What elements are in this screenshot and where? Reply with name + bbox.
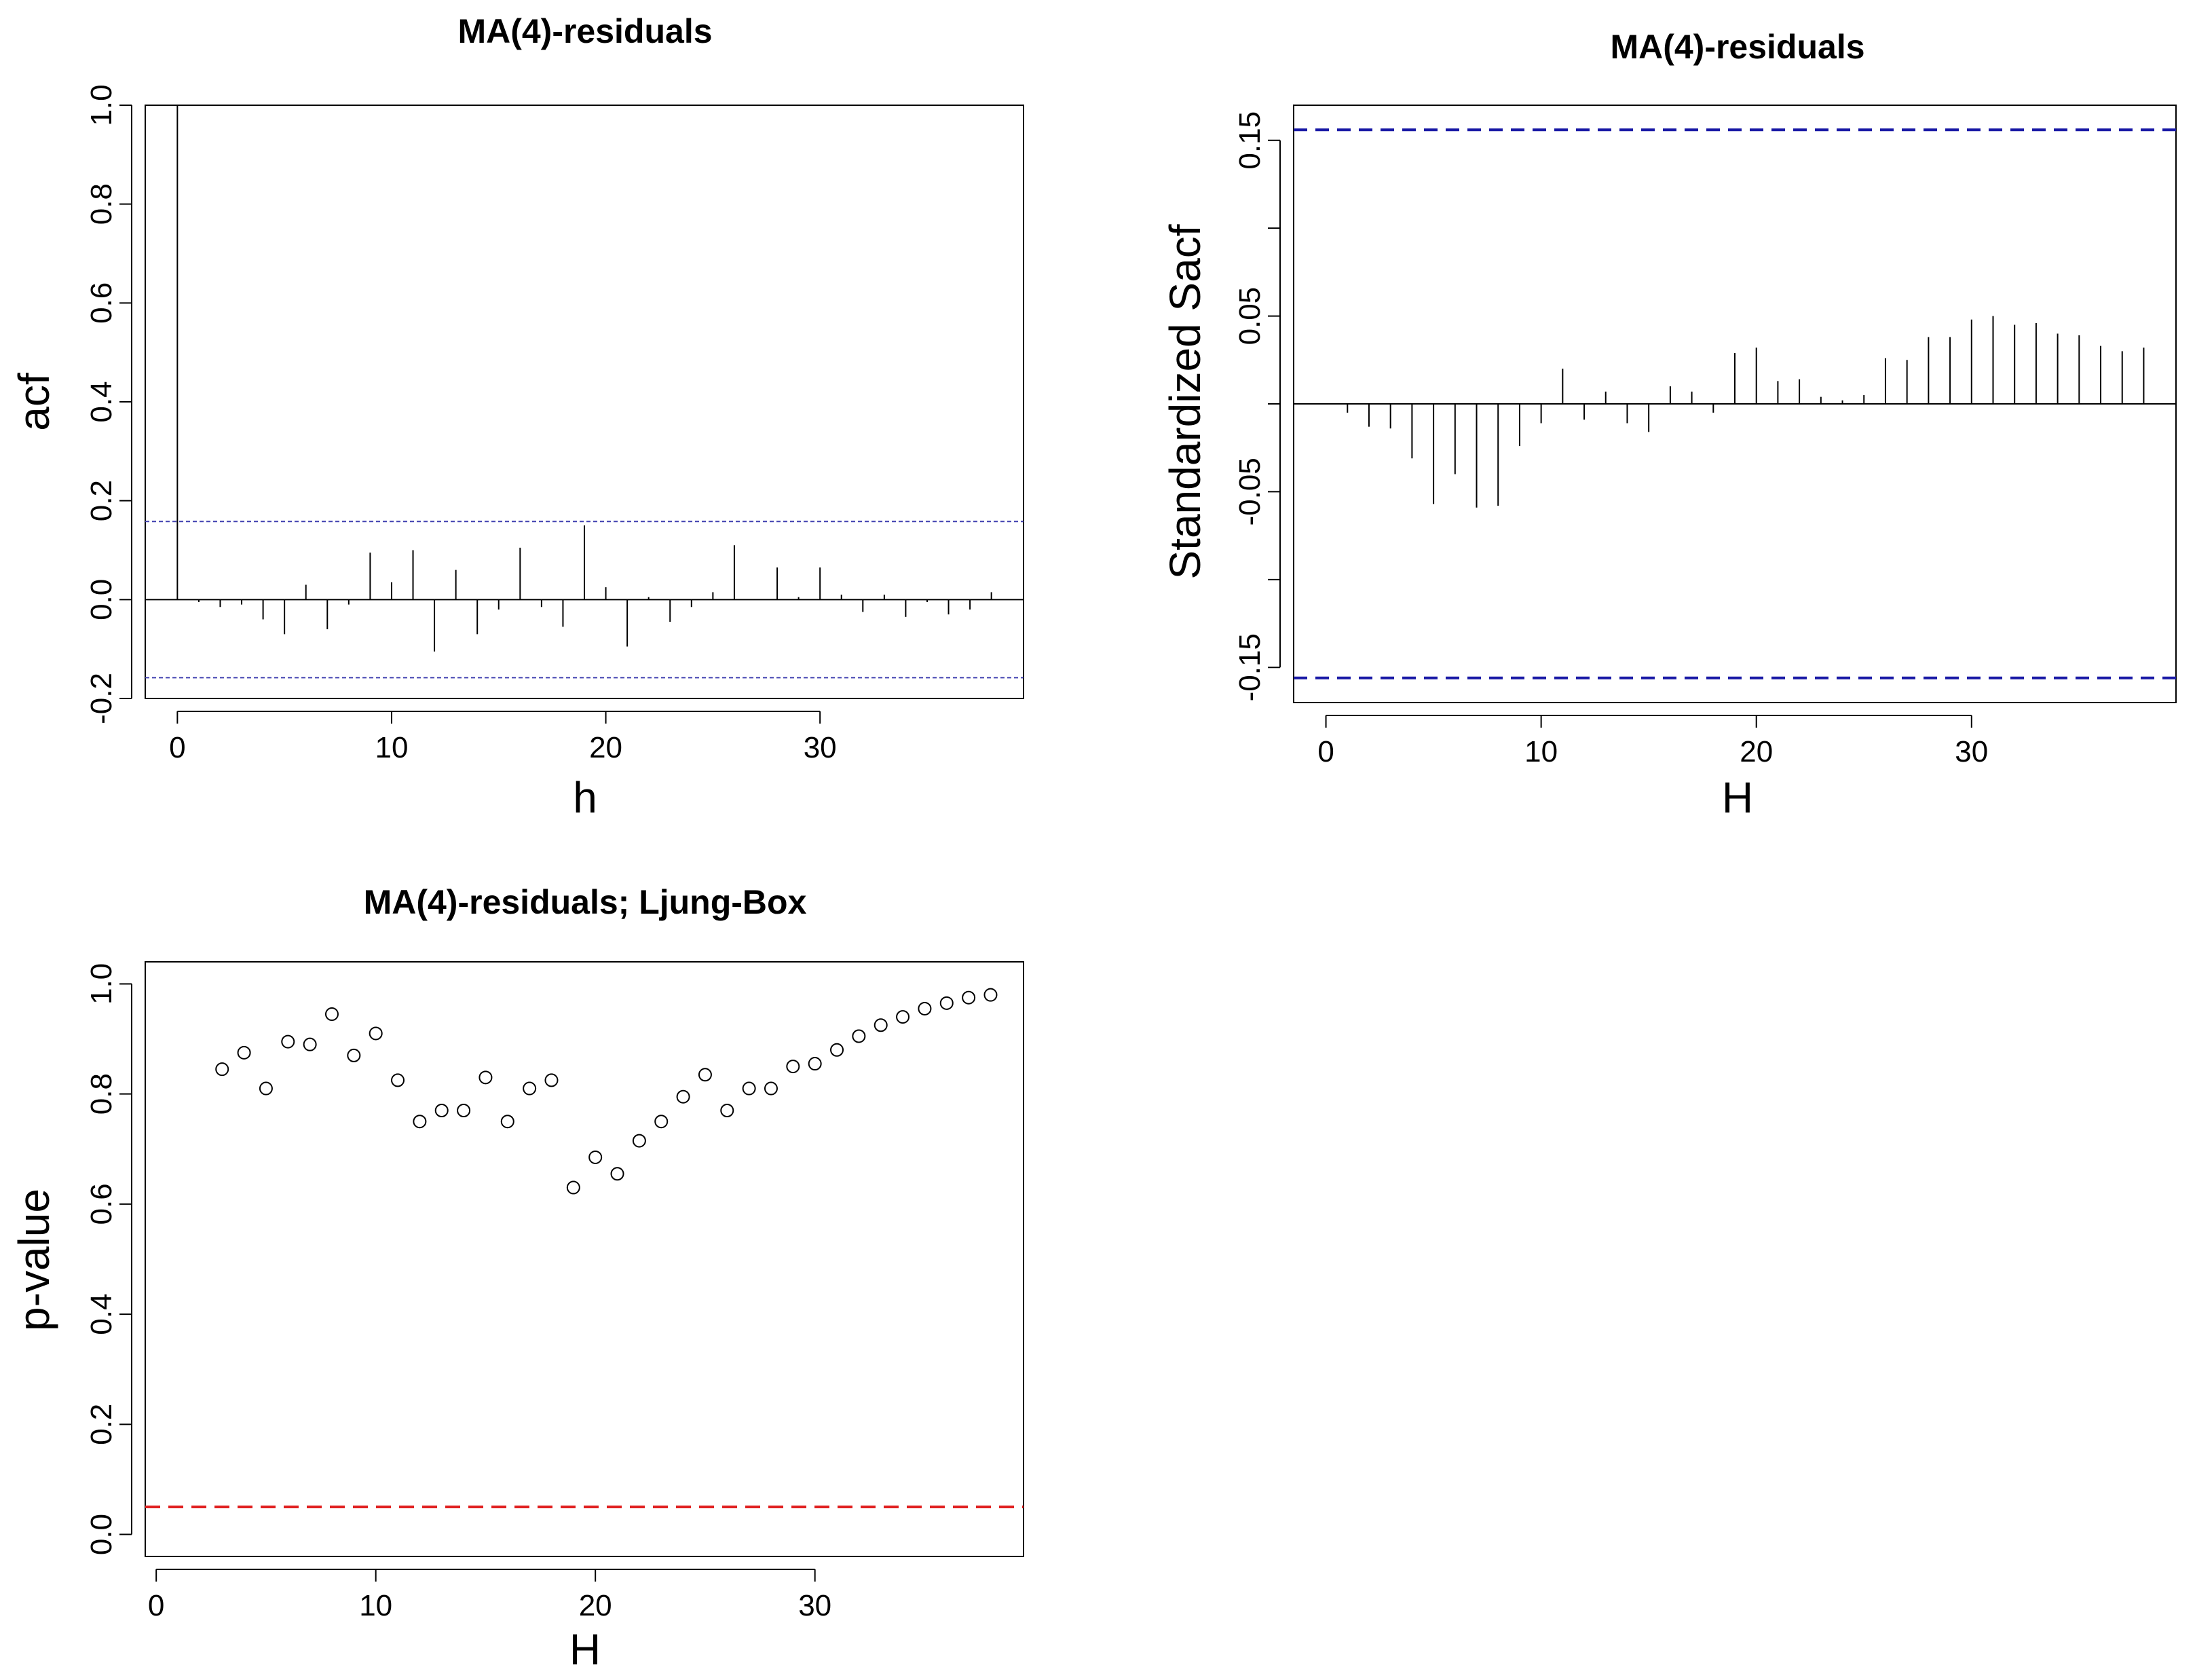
sacf-y-tick-label: -0.05 <box>1233 458 1267 525</box>
ljung-box-point <box>786 1060 800 1074</box>
acf-y-axis-label: acf <box>10 373 58 431</box>
acf-y-tick-label: 0.4 <box>85 381 118 422</box>
ljung-box-point <box>457 1104 471 1117</box>
sacf-x-axis-label: H <box>1722 773 1753 822</box>
ljung-box-point <box>764 1081 778 1096</box>
ljung-box-y-tick-label: 0.6 <box>85 1183 118 1225</box>
acf-y-tick-label: 1.0 <box>85 84 118 126</box>
ljung-box-point <box>808 1057 822 1071</box>
ljung-box-point <box>830 1043 844 1057</box>
ljung-box-point <box>983 988 998 1002</box>
ljung-box-point <box>500 1115 514 1129</box>
acf-y-tick-label: 0.2 <box>85 480 118 521</box>
ljung-box-point <box>874 1018 888 1032</box>
acf-x-tick-label: 0 <box>169 731 185 764</box>
acf-x-tick-label: 20 <box>589 731 622 764</box>
ljung-box-x-tick-label: 0 <box>148 1589 164 1622</box>
ljung-box-point <box>281 1034 295 1049</box>
sacf-y-axis-label: Standardized Sacf <box>1161 224 1209 579</box>
ljung-box-point <box>698 1068 712 1082</box>
ljung-box-y-tick-label: 0.8 <box>85 1073 118 1115</box>
acf-panel: MA(4)-residuals 0 10 20 30 -0.2 0.0 0.2 0.4 0.6… <box>10 12 1024 822</box>
ljung-box-point <box>742 1081 756 1096</box>
acf-y-tick-label: 0.8 <box>85 183 118 225</box>
acf-x-axis-label: h <box>573 773 597 822</box>
sacf-y-tick-label: 0.15 <box>1233 111 1267 170</box>
sacf-y-tick-label: -0.15 <box>1233 633 1267 701</box>
acf-x-tick-label: 30 <box>804 731 837 764</box>
ljung-box-point <box>654 1115 669 1129</box>
ljung-box-point <box>303 1037 317 1051</box>
ljung-box-panel: MA(4)-residuals; Ljung-Box 0 10 20 30 0.0 0.… <box>10 883 1024 1674</box>
ljung-box-x-axis-label: H <box>569 1625 601 1674</box>
ljung-box-y-tick-label: 0.0 <box>85 1514 118 1555</box>
sacf-x-tick-label: 30 <box>1955 735 1988 768</box>
ljung-box-x-tick-label: 30 <box>798 1589 831 1622</box>
ljung-box-point <box>566 1180 580 1195</box>
ljung-box-point <box>479 1070 493 1085</box>
ljung-box-point <box>852 1029 866 1043</box>
sacf-plot-title: MA(4)-residuals <box>1610 28 1864 66</box>
ljung-box-point <box>720 1104 734 1117</box>
acf-y-tick-label: -0.2 <box>85 673 118 724</box>
sacf-x-tick-label: 0 <box>1317 735 1334 768</box>
acf-plot-title: MA(4)-residuals <box>457 12 712 50</box>
standardized-sacf-panel: MA(4)-residuals 0 10 20 30 -0.15 -0.05 0.05 0.… <box>1161 28 2177 822</box>
ljung-box-y-tick-label: 0.2 <box>85 1404 118 1445</box>
ljung-box-point <box>413 1115 427 1129</box>
ljung-box-x-tick-label: 10 <box>359 1589 392 1622</box>
acf-y-tick-label: 0.0 <box>85 579 118 620</box>
ljung-box-point <box>237 1045 251 1060</box>
ljung-box-point <box>632 1134 646 1148</box>
ljung-box-point <box>347 1048 361 1062</box>
ljung-box-plot-title: MA(4)-residuals; Ljung-Box <box>364 883 807 921</box>
ljung-box-point <box>324 1007 339 1022</box>
ljung-box-point <box>215 1062 229 1077</box>
ljung-box-x-tick-label: 20 <box>579 1589 612 1622</box>
ljung-box-point <box>523 1081 537 1096</box>
acf-plot-frame <box>145 105 1024 699</box>
ljung-box-point <box>588 1150 603 1164</box>
ljung-box-point <box>259 1081 273 1096</box>
acf-x-tick-label: 10 <box>375 731 408 764</box>
ljung-box-point <box>676 1089 690 1104</box>
ljung-box-point <box>369 1026 383 1041</box>
sacf-x-tick-label: 20 <box>1740 735 1773 768</box>
acf-y-tick-label: 0.6 <box>85 282 118 324</box>
sacf-y-tick-label: 0.05 <box>1233 287 1267 346</box>
ljung-box-point <box>610 1167 624 1181</box>
ljung-box-point <box>434 1104 449 1117</box>
ljung-box-point <box>391 1073 405 1087</box>
ljung-box-point <box>939 996 954 1010</box>
ljung-box-y-axis-label: p-value <box>10 1189 58 1331</box>
ljung-box-y-tick-label: 0.4 <box>85 1294 118 1335</box>
ljung-box-y-tick-label: 1.0 <box>85 963 118 1005</box>
ljung-box-point <box>896 1010 910 1024</box>
ljung-box-point <box>544 1073 559 1087</box>
sacf-x-tick-label: 10 <box>1524 735 1558 768</box>
ljung-box-point <box>918 1001 932 1015</box>
ljung-box-point <box>962 990 976 1005</box>
ljung-box-plot-frame <box>145 961 1024 1557</box>
